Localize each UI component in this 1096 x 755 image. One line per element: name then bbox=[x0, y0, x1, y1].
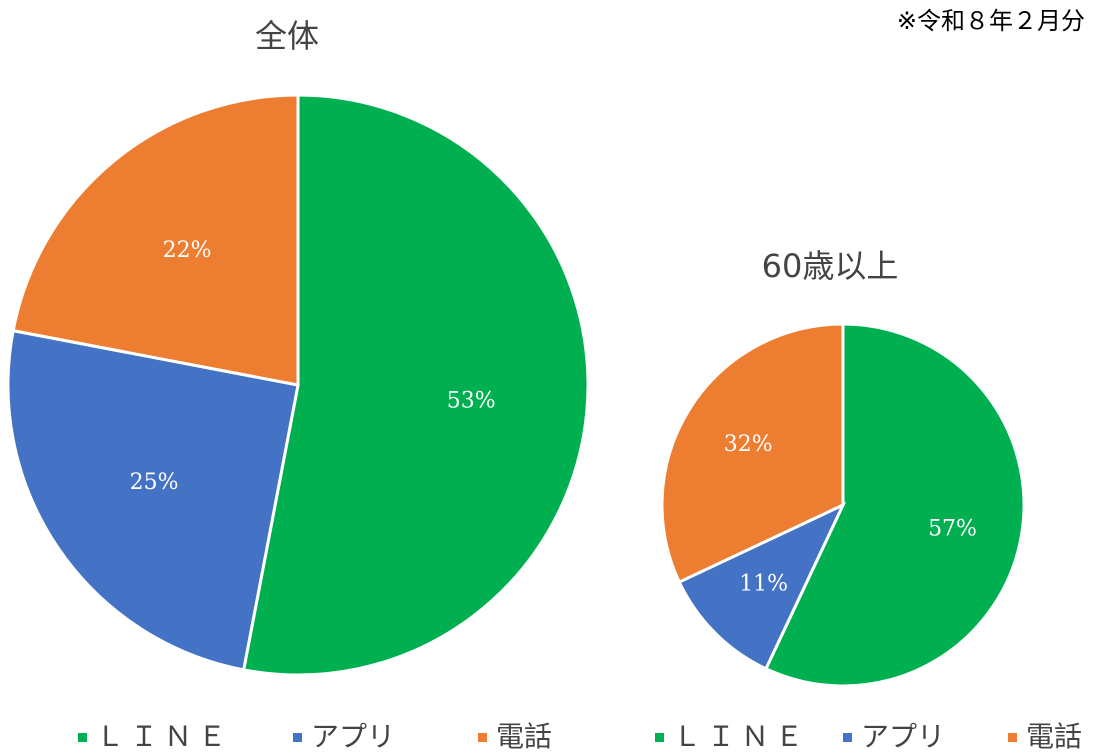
legend-label: アプリ bbox=[311, 720, 395, 753]
data-label: 25% bbox=[130, 470, 179, 495]
legend-label: アプリ bbox=[861, 720, 945, 753]
chart-title: 60歳以上 bbox=[762, 247, 899, 285]
data-label: 22% bbox=[163, 238, 212, 263]
pie-slice bbox=[6, 328, 300, 672]
legend-swatch bbox=[293, 733, 302, 742]
chart-title: 全体 bbox=[255, 17, 319, 55]
pie-slice bbox=[677, 501, 847, 671]
pie-slice bbox=[241, 93, 590, 677]
legend-swatch bbox=[78, 733, 87, 742]
legend-swatch bbox=[655, 733, 664, 742]
data-label: 53% bbox=[447, 388, 496, 413]
legend-swatch bbox=[478, 733, 487, 742]
note: ※令和８年２月分 bbox=[897, 7, 1085, 35]
data-label: 57% bbox=[928, 516, 977, 541]
legend-label: 電話 bbox=[1026, 720, 1082, 753]
legend-label: ＬＩＮＥ bbox=[96, 720, 232, 753]
legend-swatch bbox=[1008, 733, 1017, 742]
pie-slice bbox=[660, 322, 845, 585]
pie-slice bbox=[11, 93, 300, 387]
data-label: 32% bbox=[724, 432, 773, 457]
legend-label: ＬＩＮＥ bbox=[673, 720, 809, 753]
legend-label: 電話 bbox=[496, 720, 552, 753]
pie-slice bbox=[763, 322, 1026, 688]
data-label: 11% bbox=[739, 571, 788, 596]
legend-swatch bbox=[843, 733, 852, 742]
